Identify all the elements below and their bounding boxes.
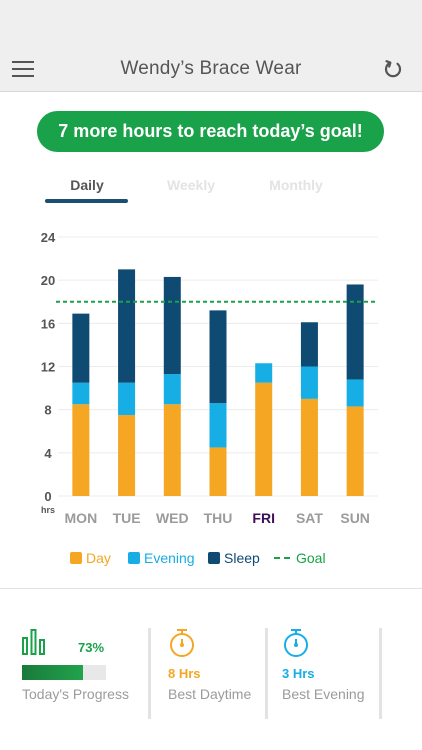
legend-label-goal: Goal [296, 550, 326, 566]
bar-evening-mon [72, 382, 90, 405]
bar-sleep-mon [72, 313, 90, 383]
bar-day-sat [300, 398, 318, 496]
x-tick-label-thu: THU [204, 510, 233, 526]
stopwatch-icon [284, 629, 308, 657]
nav-bar: Wendy’s Brace Wear [0, 48, 422, 92]
legend-goal-line [274, 557, 290, 559]
y-unit-label: hrs [41, 505, 55, 515]
section-divider [0, 588, 422, 589]
refresh-icon[interactable] [381, 57, 405, 81]
legend-swatch-day [70, 552, 82, 564]
bar-day-tue [118, 415, 136, 496]
legend-swatch-evening [128, 552, 140, 564]
bar-evening-wed [163, 374, 181, 405]
x-tick-label-fri: FRI [252, 510, 275, 526]
best-evening-label: Best Evening [282, 686, 365, 702]
progress-bar [22, 665, 106, 680]
y-tick-label: 8 [44, 403, 51, 418]
legend-label-evening: Evening [144, 550, 195, 566]
bar-sleep-sat [300, 322, 318, 367]
bar-sleep-thu [209, 310, 227, 404]
bar-evening-thu [209, 403, 227, 448]
tab-daily[interactable]: Daily [70, 177, 104, 193]
best-evening-value: 3 Hrs [282, 666, 315, 681]
legend-label-sleep: Sleep [224, 550, 260, 566]
stat-separator [265, 628, 268, 719]
status-area [0, 0, 422, 48]
legend-item-goal: Goal [274, 550, 326, 566]
bar-day-fri [255, 382, 273, 496]
y-tick-label: 24 [41, 230, 56, 245]
bar-chart-icon [22, 629, 45, 655]
legend-swatch-sleep [208, 552, 220, 564]
legend-label-day: Day [86, 550, 111, 566]
bar-day-sun [346, 406, 364, 496]
x-tick-label-sat: SAT [296, 510, 323, 526]
bar-day-wed [163, 404, 181, 496]
y-tick-label: 4 [44, 446, 52, 461]
progress-percent: 73% [78, 640, 105, 655]
y-tick-label: 0 [44, 489, 51, 504]
bar-day-thu [209, 447, 227, 496]
wear-hours-chart: 0 4 8 12 16 20 24 hrs MON TUE WED THU FRI SAT SUN [41, 230, 378, 526]
bar-evening-fri [255, 363, 273, 383]
stopwatch-icon [170, 629, 194, 657]
page-title: Wendy’s Brace Wear [120, 58, 302, 79]
hamburger-menu-icon[interactable] [12, 61, 34, 79]
x-tick-label-wed: WED [156, 510, 189, 526]
bar-day-mon [72, 404, 90, 496]
tab-weekly[interactable]: Weekly [167, 177, 215, 193]
stat-separator [379, 628, 382, 719]
bar-sleep-tue [118, 269, 136, 383]
tab-monthly[interactable]: Monthly [269, 177, 323, 193]
x-tick-label-mon: MON [65, 510, 98, 526]
bar-sleep-sun [346, 284, 364, 380]
bar-evening-tue [118, 382, 136, 416]
legend-item-sleep: Sleep [208, 550, 260, 566]
bar-evening-sun [346, 379, 364, 407]
bar-sleep-wed [163, 276, 181, 375]
active-tab-indicator [45, 199, 128, 203]
bar-evening-sat [300, 366, 318, 399]
best-daytime-value: 8 Hrs [168, 666, 201, 681]
y-tick-label: 16 [41, 316, 55, 331]
x-tick-label-tue: TUE [113, 510, 141, 526]
legend-item-day: Day [70, 550, 111, 566]
stat-separator [148, 628, 151, 719]
progress-label: Today's Progress [22, 686, 129, 702]
best-daytime-label: Best Daytime [168, 686, 252, 702]
y-tick-label: 20 [41, 273, 55, 288]
legend-item-evening: Evening [128, 550, 195, 566]
x-tick-label-sun: SUN [340, 510, 370, 526]
y-tick-label: 12 [41, 360, 55, 375]
progress-bar-fill [22, 665, 84, 680]
goal-banner: 7 more hours to reach today’s goal! [37, 111, 384, 152]
